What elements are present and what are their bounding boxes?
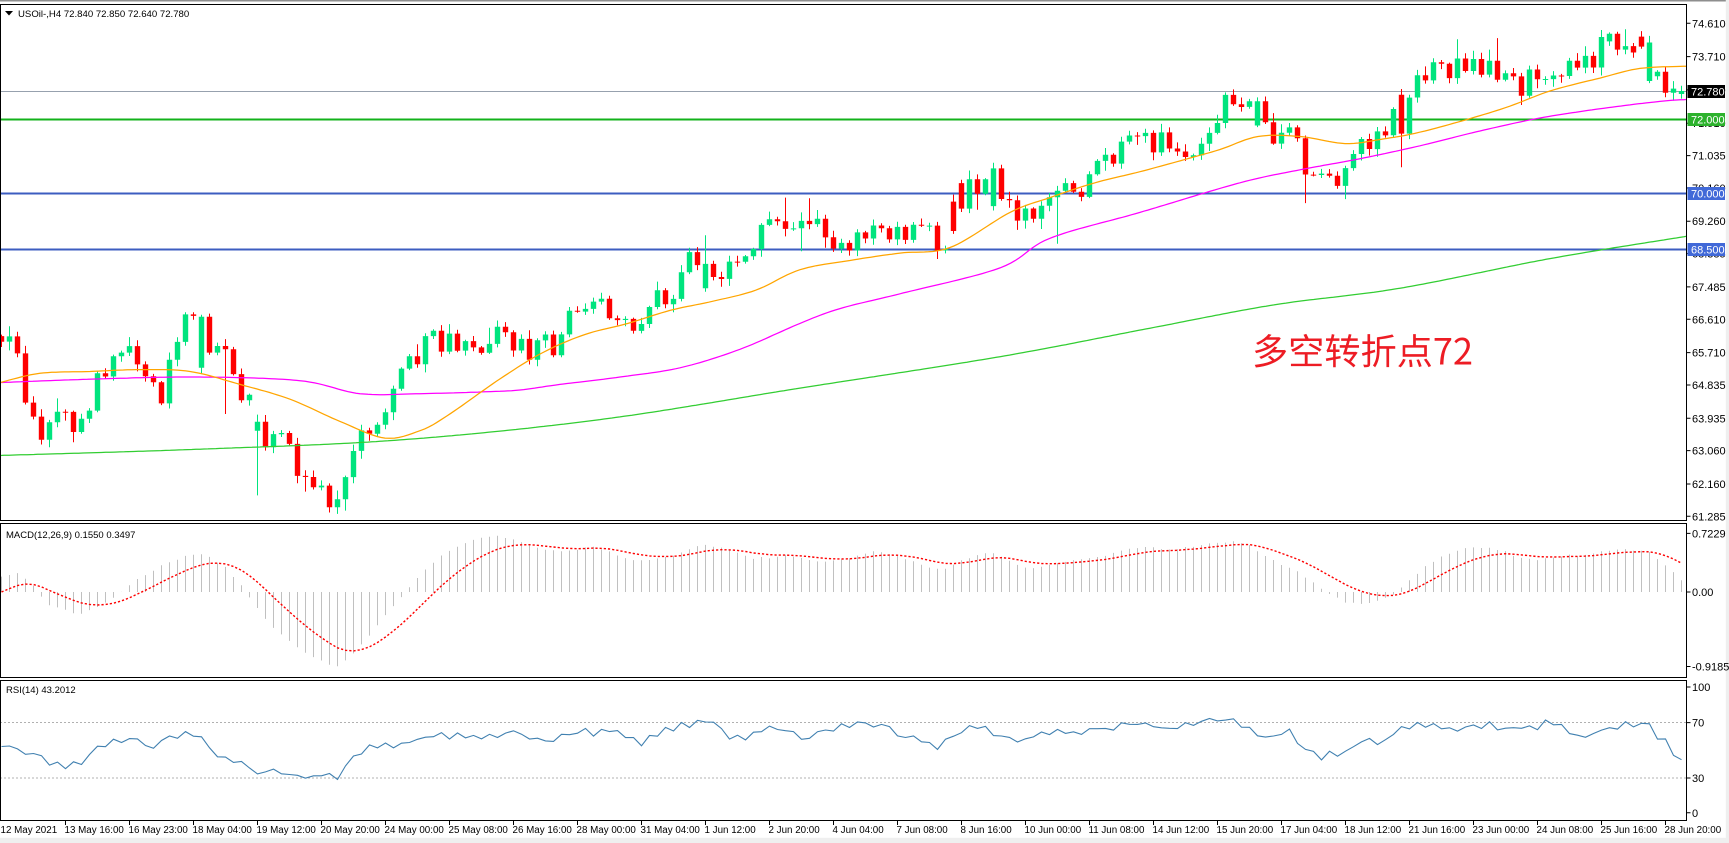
svg-text:30: 30 <box>1692 773 1704 785</box>
svg-text:RSI(14) 43.2012: RSI(14) 43.2012 <box>6 685 76 696</box>
svg-text:74.610: 74.610 <box>1692 18 1726 30</box>
svg-text:67.485: 67.485 <box>1692 282 1726 294</box>
svg-text:4 Jun 04:00: 4 Jun 04:00 <box>833 825 885 836</box>
svg-text:USOil-,H4 72.840 72.850 72.64: USOil-,H4 72.840 72.850 72.640 72.780 <box>18 9 189 20</box>
svg-text:63.935: 63.935 <box>1692 413 1726 425</box>
svg-text:18 May 04:00: 18 May 04:00 <box>193 825 253 836</box>
svg-text:28 Jun 20:00: 28 Jun 20:00 <box>1665 825 1722 836</box>
svg-text:62.160: 62.160 <box>1692 479 1726 491</box>
svg-text:70.000: 70.000 <box>1691 189 1725 201</box>
svg-text:63.060: 63.060 <box>1692 446 1726 458</box>
svg-text:73.710: 73.710 <box>1692 52 1726 64</box>
svg-text:18 Jun 12:00: 18 Jun 12:00 <box>1345 825 1402 836</box>
svg-text:19 May 12:00: 19 May 12:00 <box>257 825 317 836</box>
svg-text:15 Jun 20:00: 15 Jun 20:00 <box>1217 825 1274 836</box>
svg-text:13 May 16:00: 13 May 16:00 <box>65 825 125 836</box>
svg-text:66.610: 66.610 <box>1692 314 1726 326</box>
svg-text:64.835: 64.835 <box>1692 380 1726 392</box>
svg-text:0.7229: 0.7229 <box>1692 528 1726 540</box>
svg-text:0.00: 0.00 <box>1692 587 1713 599</box>
svg-text:72.000: 72.000 <box>1691 115 1725 127</box>
svg-text:24 Jun 08:00: 24 Jun 08:00 <box>1537 825 1594 836</box>
svg-text:-0.9185: -0.9185 <box>1692 662 1729 674</box>
svg-text:16 May 23:00: 16 May 23:00 <box>129 825 189 836</box>
svg-text:26 May 16:00: 26 May 16:00 <box>513 825 573 836</box>
svg-text:23 Jun 00:00: 23 Jun 00:00 <box>1473 825 1530 836</box>
svg-text:61.285: 61.285 <box>1692 511 1726 523</box>
svg-text:0: 0 <box>1692 808 1698 820</box>
svg-text:11 Jun 08:00: 11 Jun 08:00 <box>1089 825 1145 836</box>
svg-text:12 May 2021: 12 May 2021 <box>1 825 58 836</box>
svg-text:10 Jun 00:00: 10 Jun 00:00 <box>1025 825 1082 836</box>
svg-text:28 May 00:00: 28 May 00:00 <box>577 825 637 836</box>
svg-text:7 Jun 08:00: 7 Jun 08:00 <box>897 825 949 836</box>
svg-text:2 Jun 20:00: 2 Jun 20:00 <box>769 825 821 836</box>
svg-text:24 May 00:00: 24 May 00:00 <box>385 825 445 836</box>
svg-text:21 Jun 16:00: 21 Jun 16:00 <box>1409 825 1466 836</box>
svg-text:MACD(12,26,9) 0.1550 0.3497: MACD(12,26,9) 0.1550 0.3497 <box>6 530 135 541</box>
svg-text:25 May 08:00: 25 May 08:00 <box>449 825 509 836</box>
svg-text:20 May 20:00: 20 May 20:00 <box>321 825 381 836</box>
svg-text:14 Jun 12:00: 14 Jun 12:00 <box>1153 825 1210 836</box>
svg-text:72.780: 72.780 <box>1691 87 1725 99</box>
svg-text:1 Jun 12:00: 1 Jun 12:00 <box>705 825 757 836</box>
svg-text:71.035: 71.035 <box>1692 151 1726 163</box>
svg-text:8 Jun 16:00: 8 Jun 16:00 <box>961 825 1013 836</box>
svg-text:68.500: 68.500 <box>1691 245 1725 257</box>
svg-text:69.260: 69.260 <box>1692 216 1726 228</box>
svg-text:31 May 04:00: 31 May 04:00 <box>641 825 701 836</box>
svg-text:100: 100 <box>1692 682 1710 694</box>
svg-text:70: 70 <box>1692 718 1704 730</box>
svg-text:65.710: 65.710 <box>1692 348 1726 360</box>
svg-text:17 Jun 04:00: 17 Jun 04:00 <box>1281 825 1338 836</box>
svg-text:25 Jun 16:00: 25 Jun 16:00 <box>1601 825 1658 836</box>
